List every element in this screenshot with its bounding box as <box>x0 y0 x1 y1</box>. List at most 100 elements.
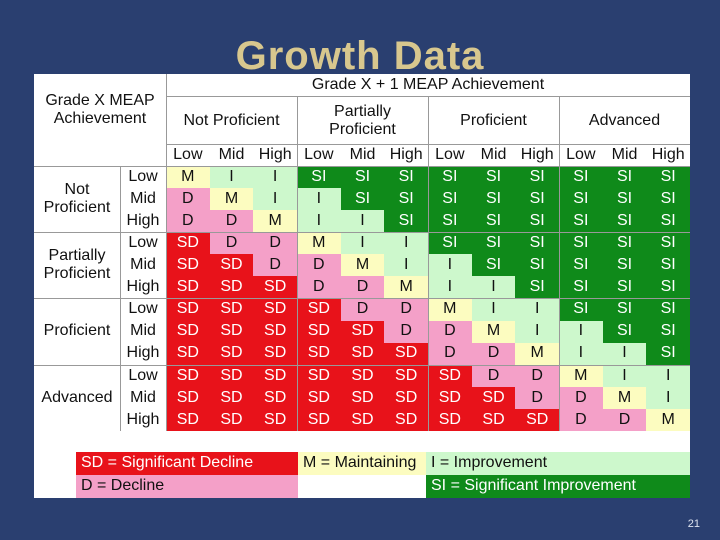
matrix-cell: D <box>515 364 560 387</box>
matrix-cell: SD <box>297 408 341 431</box>
matrix-cell: I <box>471 298 516 321</box>
matrix-cell: SI <box>297 166 341 189</box>
matrix-cell: M <box>340 254 385 277</box>
matrix-cell: SI <box>559 254 603 277</box>
matrix-cell: SI <box>646 232 691 255</box>
matrix-cell: M <box>384 276 428 299</box>
matrix-cell: SI <box>515 166 560 189</box>
matrix-cell: SD <box>340 408 385 431</box>
matrix-cell: SD <box>166 254 210 277</box>
grid-hline <box>34 166 690 167</box>
col-level-11: High <box>651 145 685 163</box>
legend-improvement: I = Improvement <box>426 452 690 475</box>
matrix-cell: D <box>559 386 603 409</box>
matrix-cell: SI <box>340 188 385 211</box>
matrix-cell: I <box>428 276 472 299</box>
col-level-7: Mid <box>480 145 507 163</box>
matrix-cell: SD <box>428 364 472 387</box>
matrix-cell: SD <box>384 342 428 365</box>
matrix-cell: SD <box>340 386 385 409</box>
matrix-cell: SI <box>559 188 603 211</box>
col-level-5: High <box>389 145 423 163</box>
matrix-cell: SD <box>209 386 254 409</box>
matrix-cell: SD <box>297 320 341 343</box>
matrix-cell: SI <box>428 166 472 189</box>
row-level-1: Mid <box>130 189 156 207</box>
grid-hline <box>166 96 691 97</box>
matrix-cell: SI <box>428 232 472 255</box>
matrix-cell: I <box>209 166 254 189</box>
grid-vline <box>297 96 298 431</box>
matrix-cell: SI <box>428 210 472 233</box>
matrix-cell: SI <box>384 166 428 189</box>
matrix-cell: D <box>253 232 297 255</box>
matrix-cell: SI <box>602 254 647 277</box>
matrix-cell: SD <box>515 408 560 431</box>
matrix-cell: SI <box>646 342 691 365</box>
row-level-2: High <box>126 212 160 229</box>
matrix-cell: SD <box>428 408 472 431</box>
matrix-cell: D <box>471 342 516 365</box>
matrix-cell: SD <box>166 342 210 365</box>
matrix-cell: M <box>646 408 691 431</box>
matrix-cell: SD <box>166 276 210 299</box>
grid-vline <box>428 96 430 431</box>
row-level-6: Low <box>128 300 158 318</box>
matrix-cell: SI <box>559 166 603 189</box>
matrix-cell: I <box>297 210 341 233</box>
matrix-cell: SD <box>209 408 254 431</box>
col-level-4: Mid <box>349 145 376 163</box>
matrix-cell: SI <box>646 188 691 211</box>
matrix-cell: SI <box>559 276 603 299</box>
matrix-cell: I <box>384 254 428 277</box>
col-level-9: Low <box>566 145 596 163</box>
matrix-cell: M <box>515 342 560 365</box>
matrix-cell: SD <box>166 320 210 343</box>
matrix-cell: D <box>515 386 560 409</box>
growth-matrix: Grade X MEAP Achievement Grade X + 1 MEAP… <box>34 74 691 431</box>
matrix-cell: D <box>166 188 210 211</box>
matrix-cell: D <box>297 254 341 277</box>
matrix-cell: D <box>297 276 341 299</box>
matrix-cell: I <box>559 342 603 365</box>
matrix-cell: I <box>515 298 560 321</box>
row-group-0: Not Proficient <box>43 180 111 217</box>
matrix-cell: SD <box>209 364 254 387</box>
matrix-cell: SD <box>253 408 297 431</box>
col-group-3: Advanced <box>588 111 661 129</box>
matrix-cell: M <box>209 188 254 211</box>
matrix-cell: SI <box>559 232 603 255</box>
matrix-cell: I <box>471 276 516 299</box>
matrix-cell: SD <box>209 320 254 343</box>
row-level-0: Low <box>128 167 158 185</box>
row-level-3: Low <box>128 234 158 252</box>
legend-significant-improvement: SI = Significant Improvement <box>426 475 690 498</box>
grid-hline <box>34 364 690 366</box>
row-level-9: Low <box>128 366 158 384</box>
matrix-cell: SI <box>384 210 428 233</box>
matrix-cell: SI <box>646 210 691 233</box>
matrix-cell: SI <box>602 188 647 211</box>
matrix-cell: SD <box>253 320 297 343</box>
matrix-cell: I <box>646 364 691 387</box>
matrix-cell: SD <box>166 232 210 255</box>
matrix-cell: SD <box>471 386 516 409</box>
row-level-4: Mid <box>130 256 156 274</box>
grid-vline <box>166 74 167 431</box>
legend-significant-decline: SD = Significant Decline <box>76 452 298 475</box>
col-level-0: Low <box>173 145 203 163</box>
matrix-cell: SI <box>602 276 647 299</box>
grid-vline <box>559 96 561 431</box>
matrix-cell: SD <box>297 342 341 365</box>
row-level-5: High <box>126 278 160 296</box>
matrix-cell: SI <box>559 210 603 233</box>
row-level-7: Mid <box>130 322 156 340</box>
matrix-cell: SD <box>471 408 516 431</box>
matrix-cell: SD <box>166 364 210 387</box>
matrix-cell: SD <box>384 408 428 431</box>
matrix-cell: SI <box>340 166 385 189</box>
matrix-cell: M <box>166 166 210 189</box>
matrix-cell: SI <box>646 254 691 277</box>
corner-label: Grade X MEAP Achievement <box>45 91 155 127</box>
matrix-cell: SI <box>646 320 691 343</box>
